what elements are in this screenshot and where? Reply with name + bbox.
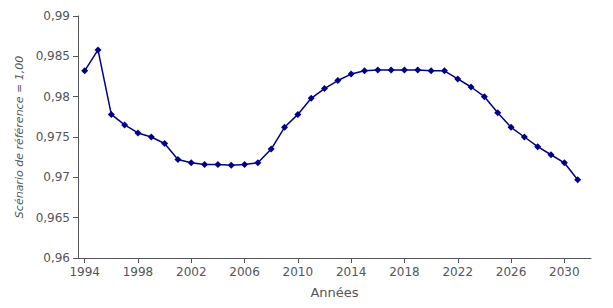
svg-text:0,965: 0,965 [36,211,70,225]
svg-text:0,96: 0,96 [43,251,70,265]
svg-text:Années: Années [310,285,358,300]
svg-text:2006: 2006 [229,265,260,279]
svg-text:0,975: 0,975 [36,130,70,144]
svg-text:0,97: 0,97 [43,170,70,184]
svg-text:2014: 2014 [336,265,367,279]
svg-text:1994: 1994 [69,265,100,279]
svg-text:2026: 2026 [496,265,527,279]
svg-text:Scénario de référence = 1,00: Scénario de référence = 1,00 [13,56,26,218]
svg-text:2030: 2030 [549,265,580,279]
svg-text:0,98: 0,98 [43,90,70,104]
svg-text:2010: 2010 [283,265,314,279]
svg-text:0,99: 0,99 [43,9,70,23]
svg-text:2018: 2018 [389,265,420,279]
svg-text:0,985: 0,985 [36,49,70,63]
svg-text:2022: 2022 [442,265,473,279]
svg-text:1998: 1998 [123,265,154,279]
svg-text:2002: 2002 [176,265,207,279]
